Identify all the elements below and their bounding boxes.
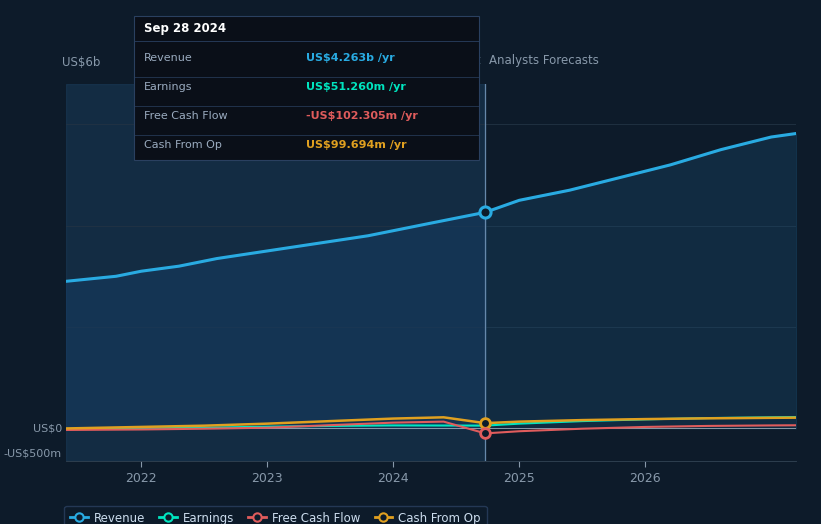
Text: US$4.263b /yr: US$4.263b /yr [306,53,395,63]
Text: Analysts Forecasts: Analysts Forecasts [488,54,599,67]
Text: US$51.260m /yr: US$51.260m /yr [306,82,406,92]
Text: Sep 28 2024: Sep 28 2024 [144,23,226,36]
Text: Revenue: Revenue [144,53,192,63]
Text: Past: Past [457,54,482,67]
Text: Cash From Op: Cash From Op [144,140,222,150]
Legend: Revenue, Earnings, Free Cash Flow, Cash From Op: Revenue, Earnings, Free Cash Flow, Cash … [64,506,487,524]
Text: Earnings: Earnings [144,82,192,92]
Text: US$99.694m /yr: US$99.694m /yr [306,140,407,150]
Bar [66,84,485,461]
Text: US$6b: US$6b [62,56,100,69]
Text: -US$102.305m /yr: -US$102.305m /yr [306,111,418,121]
Text: -US$500m: -US$500m [4,449,62,458]
Text: Free Cash Flow: Free Cash Flow [144,111,227,121]
Text: US$0: US$0 [33,423,62,433]
